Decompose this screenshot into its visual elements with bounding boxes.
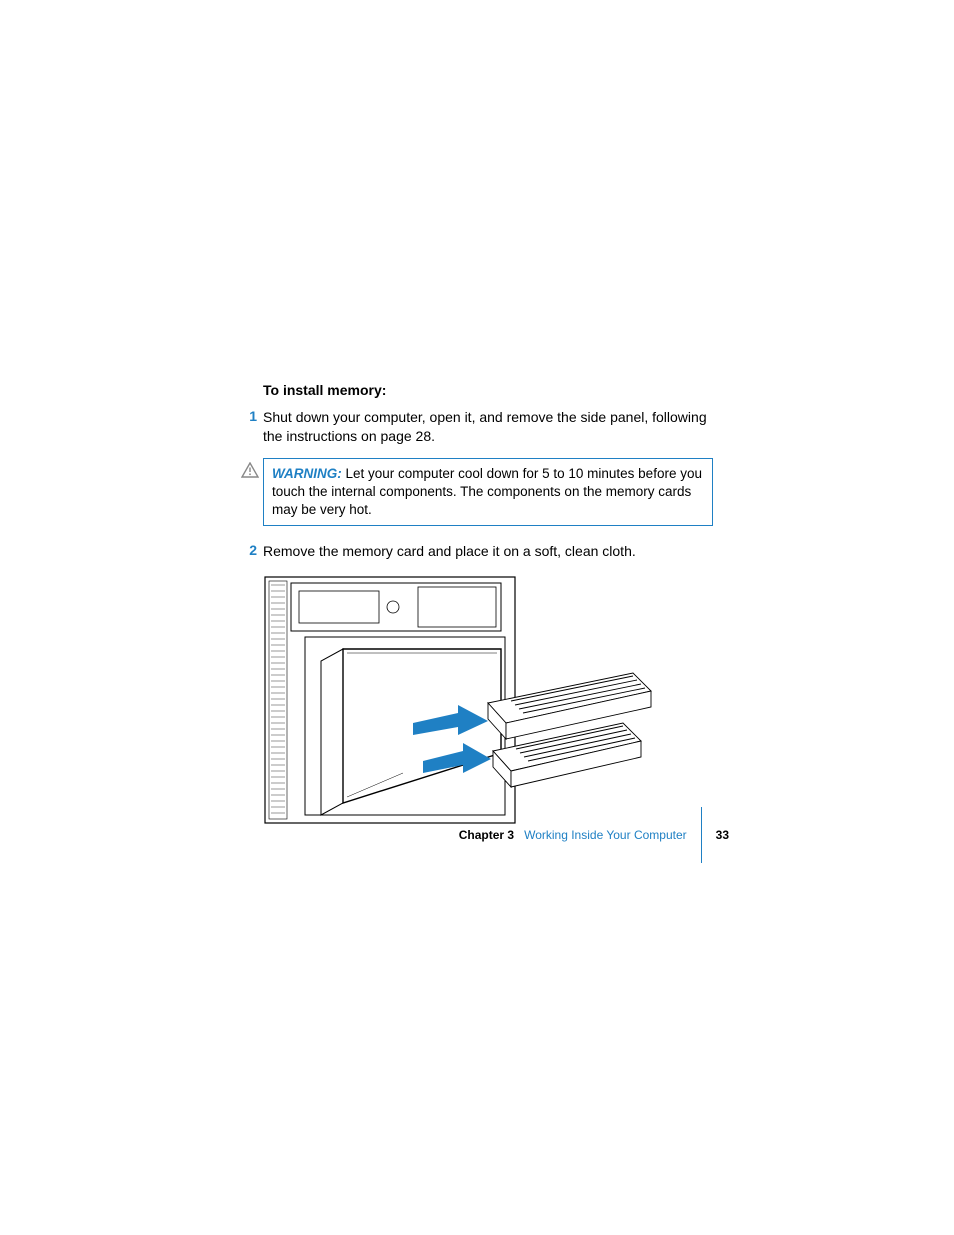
footer-page-number: 33	[716, 828, 729, 842]
content-column: To install memory: 1 Shut down your comp…	[263, 382, 713, 828]
section-heading: To install memory:	[263, 382, 713, 398]
step-number: 1	[241, 408, 257, 424]
warning-icon	[241, 458, 263, 483]
warning-label: WARNING:	[272, 466, 342, 481]
warning-callout: WARNING: Let your computer cool down for…	[241, 458, 713, 527]
step-item: 2 Remove the memory card and place it on…	[263, 542, 713, 561]
page-footer: Chapter 3 Working Inside Your Computer 3…	[459, 807, 729, 863]
step-text: Shut down your computer, open it, and re…	[263, 408, 713, 446]
step-number: 2	[241, 542, 257, 558]
warning-box: WARNING: Let your computer cool down for…	[263, 458, 713, 527]
manual-page: To install memory: 1 Shut down your comp…	[0, 0, 954, 1235]
footer-title: Working Inside Your Computer	[524, 828, 687, 842]
footer-divider	[701, 807, 702, 863]
footer-chapter: Chapter 3	[459, 828, 514, 842]
memory-removal-diagram	[263, 573, 653, 828]
step-item: 1 Shut down your computer, open it, and …	[263, 408, 713, 446]
step-text: Remove the memory card and place it on a…	[263, 542, 636, 561]
